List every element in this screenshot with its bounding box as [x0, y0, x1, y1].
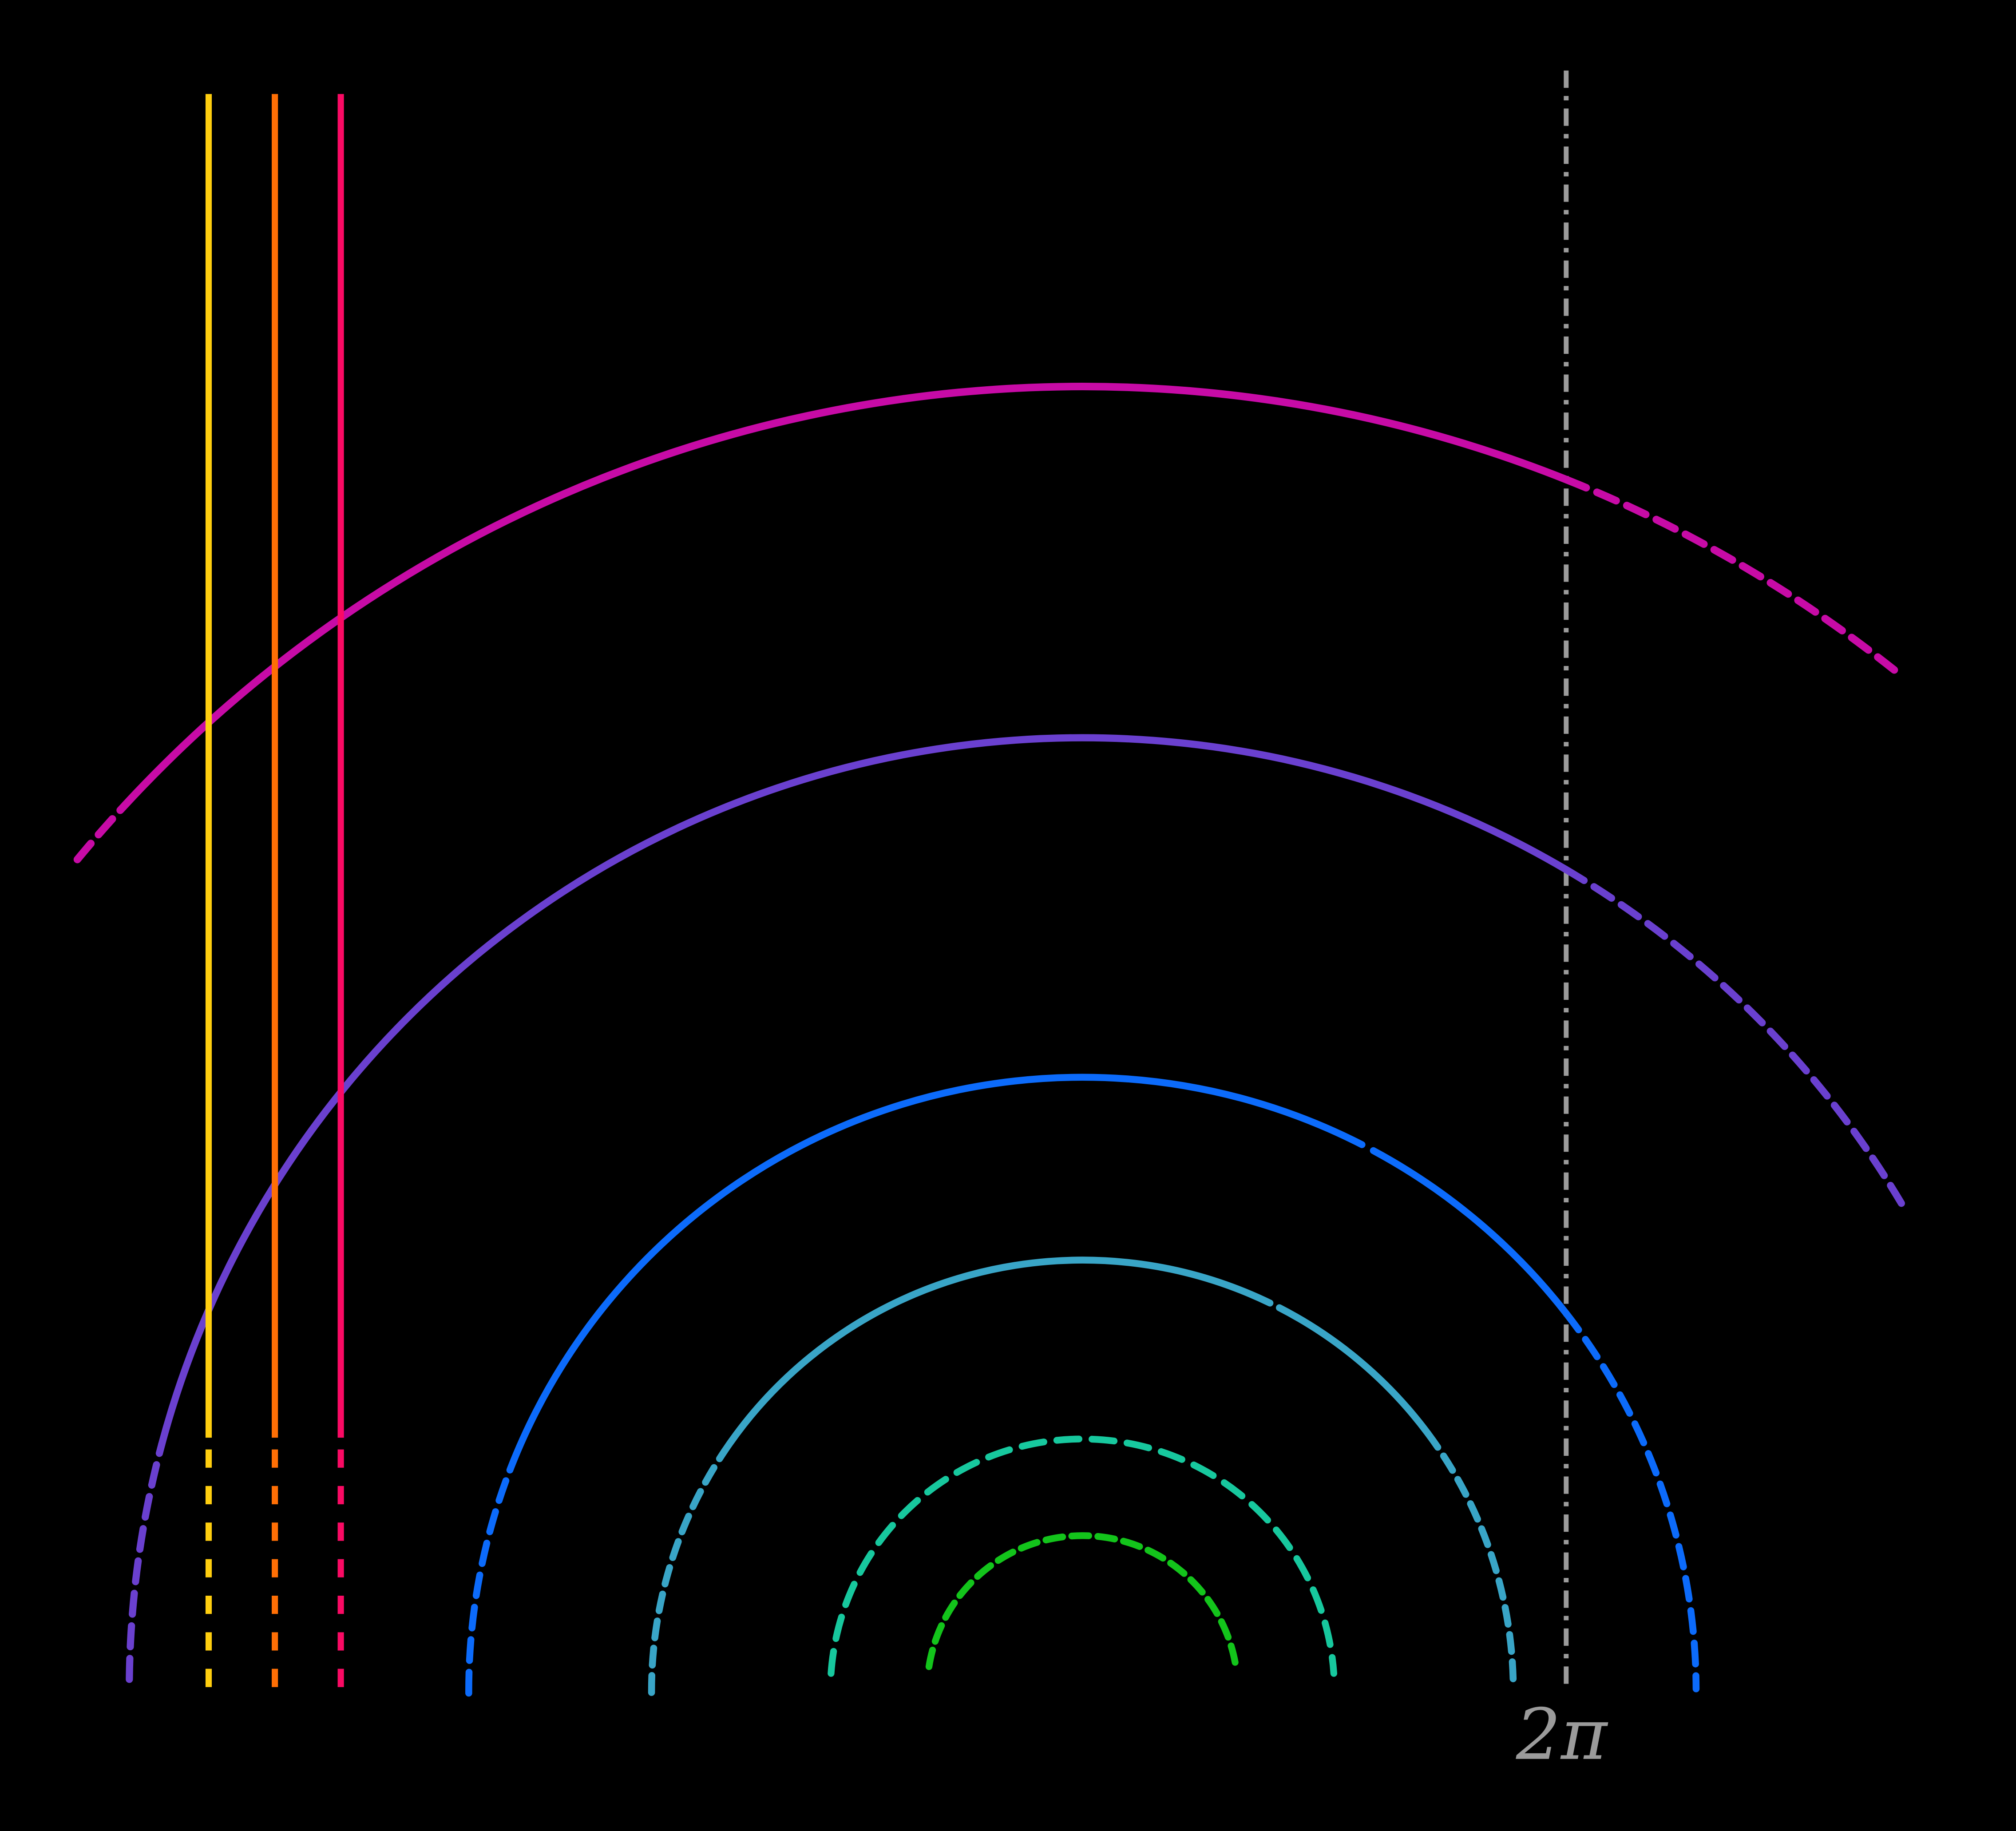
arc-purple-dashed-segment-2 [1562, 866, 1909, 1214]
arc-blue-dashed-segment-0 [465, 1466, 514, 1697]
arc-blue-solid-segment-2 [1370, 1147, 1570, 1317]
arc-teal-solid-segment-2 [1275, 1304, 1432, 1437]
arc-teal-dashed-segment-0 [648, 1447, 728, 1696]
arc-blue-dashed-segment-3 [1562, 1309, 1700, 1692]
arc-blue-solid-segment-1 [506, 1074, 1366, 1474]
arc-green-dashed-segment-0 [925, 1532, 1240, 1670]
arc-teal-dashed-segment-3 [1424, 1430, 1517, 1692]
arc-purple-dashed-segment-0 [126, 1440, 166, 1683]
arc-magenta-dashed-segment-2 [1563, 476, 1904, 678]
arc-magenta-solid-segment-1 [121, 383, 1571, 808]
x-tick-2pi-label: 2π [1516, 1694, 1608, 1776]
arc-spring-green-dashed-segment-0 [828, 1435, 1338, 1677]
arc-teal-solid-segment-1 [721, 1256, 1274, 1455]
